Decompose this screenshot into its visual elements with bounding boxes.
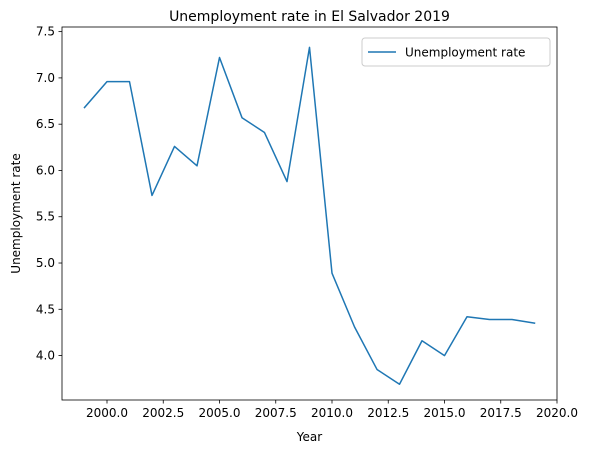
x-tick-label: 2020.0 bbox=[536, 406, 578, 420]
plot-area-frame bbox=[61, 26, 558, 401]
y-tick-label: 6.0 bbox=[36, 163, 55, 177]
x-tick-label: 2007.5 bbox=[255, 406, 297, 420]
x-axis: 2000.0 2002.5 2005.0 2007.5 2010.0 2012.5 2015… bbox=[86, 400, 578, 420]
y-tick-label: 4.5 bbox=[36, 302, 55, 316]
x-tick-label: 2012.5 bbox=[367, 406, 409, 420]
y-tick-label: 7.0 bbox=[36, 71, 55, 85]
y-axis: 4.0 4.5 5.0 5.5 6.0 6.5 7.0 7.5 bbox=[36, 25, 62, 363]
y-tick-label: 6.5 bbox=[36, 117, 55, 131]
legend: Unemployment rate bbox=[361, 37, 551, 67]
x-tick-label: 2002.5 bbox=[142, 406, 184, 420]
y-tick-label: 7.5 bbox=[36, 25, 55, 39]
x-tick-label: 2017.5 bbox=[480, 406, 522, 420]
x-tick-label: 2015.0 bbox=[424, 406, 466, 420]
y-tick-label: 4.0 bbox=[36, 349, 55, 363]
y-tick-label: 5.0 bbox=[36, 256, 55, 270]
x-tick-label: 2000.0 bbox=[86, 406, 128, 420]
series-layer bbox=[83, 46, 536, 386]
y-tick-label: 5.5 bbox=[36, 210, 55, 224]
x-tick-label: 2010.0 bbox=[311, 406, 353, 420]
chart-title: Unemployment rate in El Salvador 2019 bbox=[169, 9, 450, 25]
series-line bbox=[83, 46, 536, 386]
y-axis-label: Unemployment rate bbox=[9, 153, 23, 273]
x-axis-label: Year bbox=[296, 430, 322, 444]
legend-box bbox=[361, 37, 551, 67]
x-tick-label: 2005.0 bbox=[199, 406, 241, 420]
legend-label: Unemployment rate bbox=[405, 46, 525, 60]
